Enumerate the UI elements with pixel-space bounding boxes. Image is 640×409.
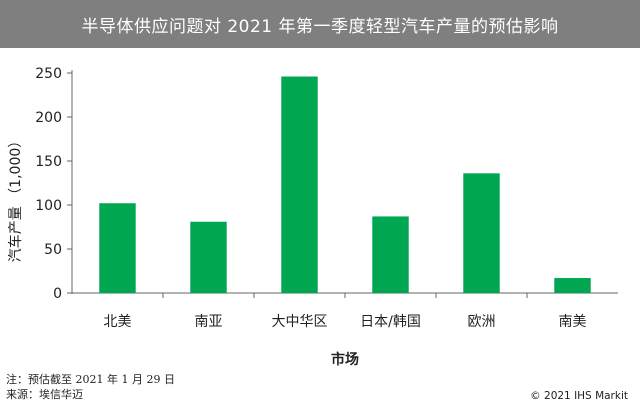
y-tick-label: 150 [35,154,62,170]
source-text: 来源：埃信华迈 [6,388,83,401]
bar [190,221,227,293]
y-axis-label-group: 汽车产量 （1,000） [7,134,24,263]
bar [99,203,136,293]
bar [463,173,500,293]
y-tick-label: 50 [44,242,62,258]
x-tick-labels: 北美 南亚 大中华区 日本/韩国 欧洲 南美 [104,293,587,330]
bar [281,76,318,293]
chart-title: 半导体供应问题对 2021 年第一季度轻型汽车产量的预估影响 [81,16,559,37]
y-tick-label: 250 [35,66,62,82]
footnote: 注：预估截至 2021 年 1 月 29 日 [6,373,175,386]
bars [99,76,591,293]
bar [554,278,591,293]
x-tick-label: 大中华区 [272,314,328,330]
y-axis-label: 汽车产量 （1,000） [7,134,24,263]
y-tick-label: 100 [35,198,62,214]
y-tick-label: 0 [53,286,62,302]
bar [372,216,409,293]
chart-title-bar: 半导体供应问题对 2021 年第一季度轻型汽车产量的预估影响 [0,0,640,48]
x-tick-label: 南亚 [195,314,223,330]
x-axis-label: 市场 [331,351,359,368]
bar-chart: 汽车产量 （1,000） 0 50 100 150 200 250 北美 南亚 大中华区 日本/… [7,66,618,368]
x-tick-label: 南美 [559,314,587,330]
y-ticks: 0 50 100 150 200 250 [35,66,72,302]
x-tick-label: 北美 [104,314,132,330]
y-tick-label: 200 [35,110,62,126]
copyright-text: © 2021 IHS Markit [530,390,628,402]
x-tick-label: 日本/韩国 [360,314,421,330]
x-tick-label: 欧洲 [468,314,496,330]
